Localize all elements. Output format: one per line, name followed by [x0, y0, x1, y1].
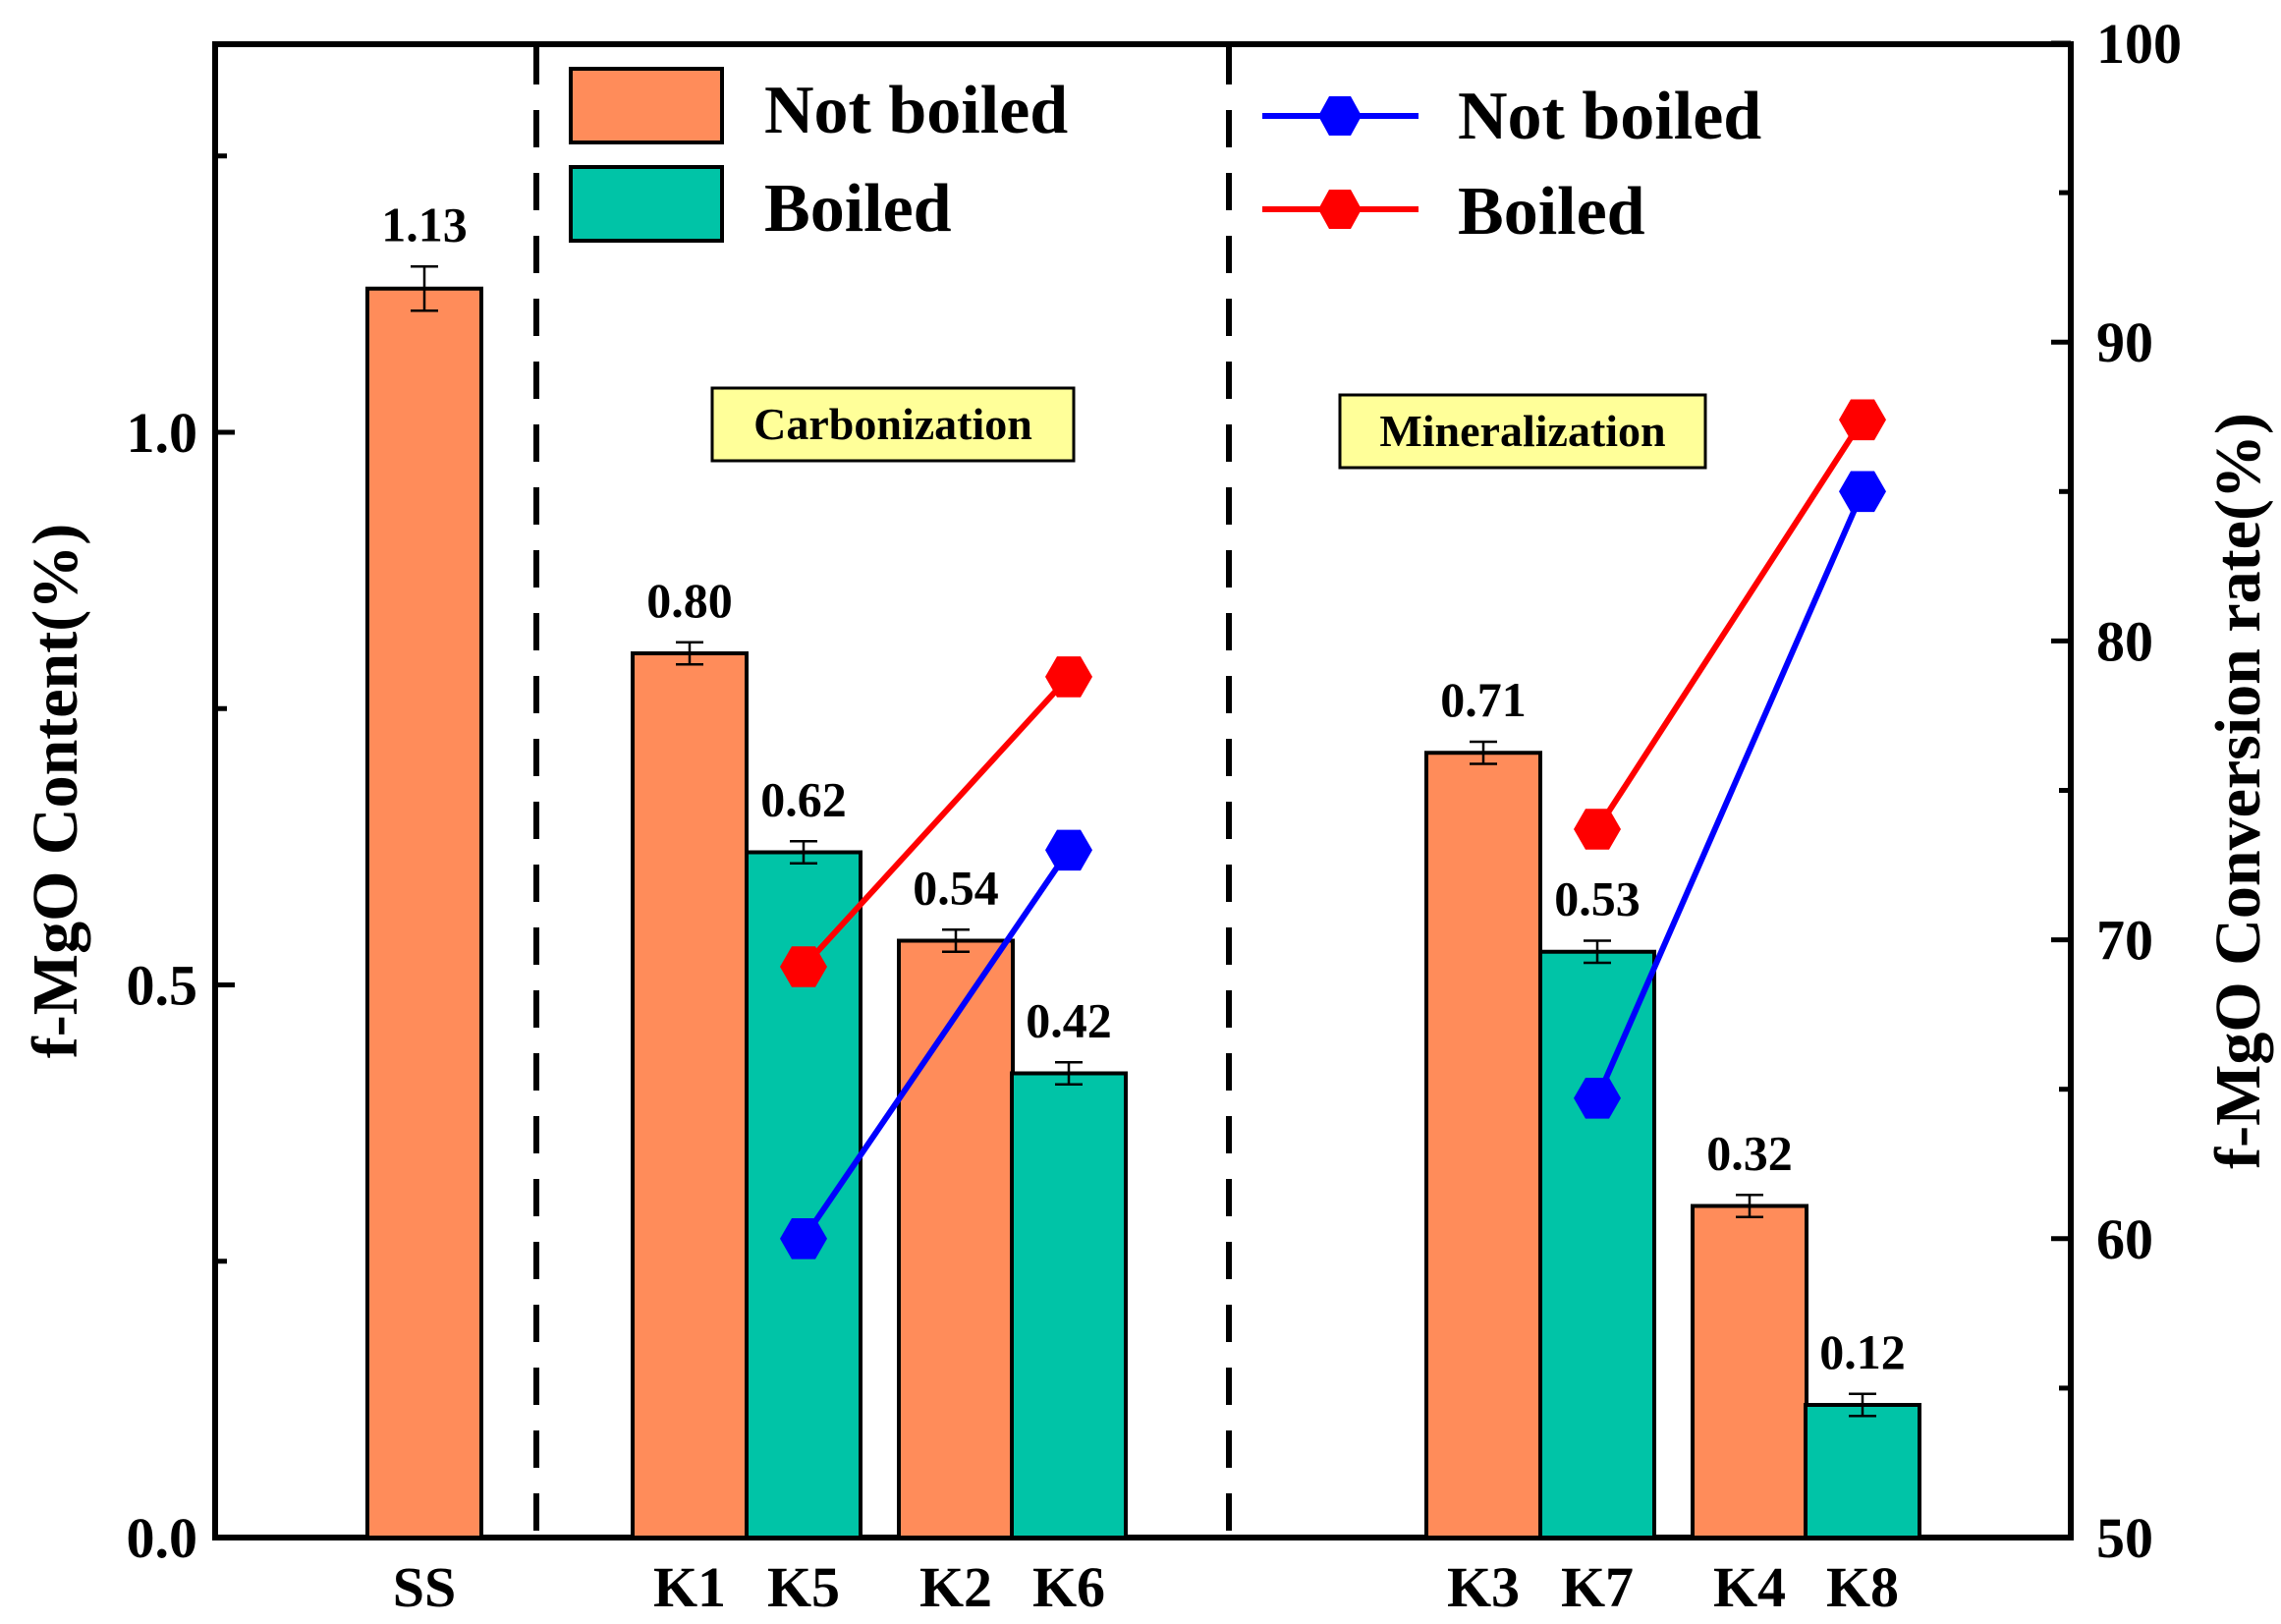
marker-not-boiled-k8 [1839, 471, 1886, 513]
bars [365, 265, 1921, 1540]
x-tick-label-k7: K7 [1561, 1555, 1634, 1619]
y2-tick-label: 100 [2096, 12, 2182, 76]
legend: Not boiled Boiled Not boiled Boiled [569, 67, 1761, 250]
series-lines [780, 399, 1886, 1260]
x-tick-label-k5: K5 [767, 1555, 840, 1619]
x-tick-label-ss: SS [393, 1555, 457, 1619]
marker-not-boiled-k7 [1574, 1078, 1621, 1119]
y2-tick-label: 60 [2096, 1207, 2153, 1271]
value-label-k3: 0.71 [1440, 672, 1527, 727]
annotation-carbonization-label: Carbonization [753, 399, 1032, 449]
legend-label-line-boiled: Boiled [1458, 174, 1645, 250]
value-label-k5: 0.62 [760, 771, 847, 826]
x-tick-label-k8: K8 [1826, 1555, 1899, 1619]
legend-label-bar-boiled: Boiled [764, 171, 952, 247]
bar-k8 [1804, 1403, 1921, 1540]
y-tick-label: 0.5 [127, 954, 198, 1018]
annotation-mineralization-label: Mineralization [1379, 406, 1665, 456]
legend-marker-boiled [1318, 190, 1362, 229]
legend-label-bar-not-boiled: Not boiled [764, 73, 1068, 148]
bar-k5 [745, 850, 862, 1540]
value-label-k8: 0.12 [1819, 1324, 1906, 1379]
marker-boiled-k5 [780, 946, 827, 987]
tick-labels: 0.0 0.5 1.0 50 60 70 80 90 100 1.13 SS 0.80 K1 0.62 K5… [127, 12, 2183, 1619]
bar-k4 [1691, 1204, 1808, 1540]
bar-k3 [1424, 751, 1542, 1540]
bar-k7 [1538, 949, 1656, 1540]
y2-tick-label: 90 [2096, 310, 2153, 374]
line-not-boiled [1594, 490, 1865, 1100]
marker-boiled-k8 [1839, 399, 1886, 441]
value-label-k4: 0.32 [1706, 1125, 1793, 1180]
x-tick-label-k1: K1 [653, 1555, 726, 1619]
legend-label-line-not-boiled: Not boiled [1458, 79, 1761, 154]
value-label-ss: 1.13 [381, 196, 468, 252]
x-tick-label-k4: K4 [1713, 1555, 1786, 1619]
x-tick-label-k2: K2 [919, 1555, 992, 1619]
annotation-mineralization: Mineralization [1338, 393, 1707, 470]
y2-axis-title: f-MgO Conversion rate(%) [2202, 413, 2274, 1169]
marker-not-boiled-k6 [1045, 829, 1092, 871]
bar-k1 [631, 651, 749, 1540]
line-boiled [801, 674, 1072, 970]
y-tick-label: 1.0 [127, 401, 198, 465]
x-tick-label-k6: K6 [1032, 1555, 1105, 1619]
y2-tick-label: 70 [2096, 909, 2153, 973]
legend-swatch-not-boiled [569, 67, 724, 144]
bar-k2 [897, 938, 1015, 1540]
value-label-k7: 0.53 [1554, 871, 1641, 926]
bar-k6 [1010, 1071, 1128, 1540]
value-label-k2: 0.54 [913, 860, 999, 915]
x-tick-label-k3: K3 [1447, 1555, 1520, 1619]
bar-ss [365, 286, 483, 1540]
marker-boiled-k6 [1045, 656, 1092, 698]
annotation-carbonization: Carbonization [710, 386, 1076, 463]
y-tick-label: 0.0 [127, 1506, 198, 1570]
value-label-k1: 0.80 [646, 573, 733, 628]
legend-swatch-boiled [569, 165, 724, 243]
y2-tick-label: 80 [2096, 609, 2153, 673]
y-axis-title: f-MgO Content(%) [20, 524, 91, 1058]
legend-marker-not-boiled [1318, 96, 1362, 136]
y2-tick-label: 50 [2096, 1506, 2153, 1570]
tick-marks [215, 40, 2071, 1540]
marker-not-boiled-k5 [780, 1218, 827, 1260]
line-not-boiled [801, 848, 1072, 1241]
line-boiled [1594, 418, 1865, 831]
marker-boiled-k7 [1574, 809, 1621, 850]
value-label-k6: 0.42 [1026, 992, 1112, 1047]
